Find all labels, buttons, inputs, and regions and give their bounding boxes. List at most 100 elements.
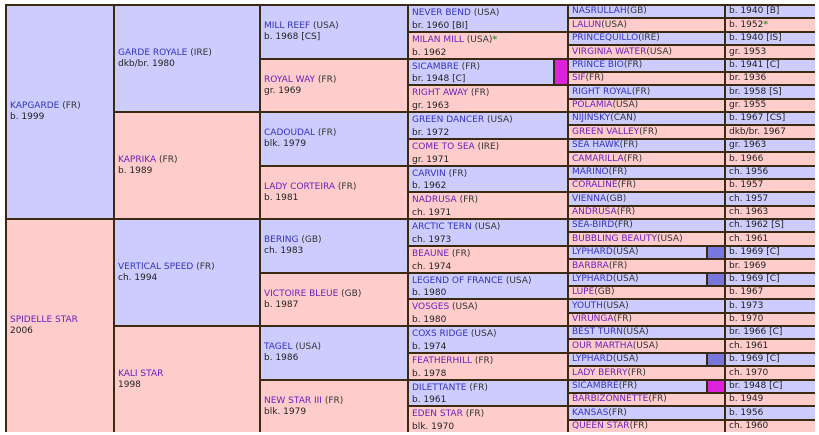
horse-info: blk. 1979: [264, 406, 307, 417]
horse-name-link[interactable]: ROYAL WAY: [264, 74, 316, 85]
horse-name-link[interactable]: MILAN MILL: [412, 35, 464, 45]
gen3-horse-cell: BERING (GB) ch. 1983: [261, 220, 407, 272]
country-code: (FR): [631, 86, 651, 97]
horse-name-link[interactable]: LYPHARD: [572, 247, 613, 257]
horse-name-link[interactable]: SIF: [572, 73, 586, 83]
horse-name-link[interactable]: CADOUDAL: [264, 128, 315, 138]
country-code: (FR): [623, 60, 643, 70]
horse-name-link[interactable]: BARBIZONNETTE: [572, 394, 649, 404]
gen5-horse-name-cell: VIENNA (GB): [569, 193, 724, 205]
horse-name-link[interactable]: ARCTIC TERN: [412, 222, 472, 232]
horse-name-link[interactable]: NEW STAR III: [264, 395, 322, 406]
horse-name-link[interactable]: KAPRIKA: [118, 154, 157, 165]
horse-name-link[interactable]: CARVIN: [412, 169, 446, 179]
horse-name-link[interactable]: GREEN DANCER: [412, 115, 485, 125]
horse-name-link[interactable]: VICTOIRE BLEUE: [264, 288, 339, 299]
horse-name-link[interactable]: LYPHARD: [572, 354, 613, 364]
inbreeding-color-marker: [708, 354, 724, 365]
horse-name-link[interactable]: BEST TURN: [572, 327, 624, 337]
horse-name-link[interactable]: EDEN STAR: [412, 409, 463, 419]
horse-name-link[interactable]: TAGEL: [264, 342, 293, 352]
country-code: (FR): [62, 101, 81, 111]
horse-info: b. 1941 [C]: [729, 60, 780, 70]
horse-name-link[interactable]: KANSAS: [572, 407, 609, 418]
horse-info: b. 1962: [412, 181, 447, 191]
horse-name-link[interactable]: GREEN VALLEY: [572, 126, 640, 137]
horse-name-link[interactable]: CAMARILLA: [572, 153, 624, 164]
horse-name-link[interactable]: DILETTANTE: [412, 383, 467, 393]
country-code: (FR): [617, 180, 636, 190]
horse-name-link[interactable]: COME TO SEA: [412, 142, 475, 152]
horse-name-link[interactable]: BARBRA: [572, 260, 609, 271]
horse-name-link[interactable]: OUR MARTHA: [572, 340, 633, 351]
gen4-horse-cell: EDEN STAR (FR) blk. 1970: [409, 407, 567, 432]
horse-name-link[interactable]: RIGHT AWAY: [412, 88, 469, 98]
horse-name-link[interactable]: LALUN: [572, 19, 602, 30]
horse-info: b. 1969 [C]: [729, 274, 780, 284]
horse-name-link[interactable]: COXS RIDGE: [412, 329, 469, 339]
horse-name-link[interactable]: NIJINSKY: [572, 113, 611, 123]
horse-name-link[interactable]: YOUTH: [572, 300, 603, 311]
horse-name-link[interactable]: GARDE ROYALE: [118, 47, 188, 58]
horse-name-link[interactable]: CORALINE: [572, 180, 618, 190]
horse-info: b. 1969 [C]: [729, 247, 780, 257]
gen3-horse-cell: LADY CORTEIRA (FR) b. 1981: [261, 167, 407, 218]
horse-info: blk. 1979: [264, 139, 307, 149]
horse-name-line: KAPRIKA (FR): [118, 155, 259, 166]
horse-name-link[interactable]: LADY CORTEIRA: [264, 181, 336, 192]
gen3-horse-cell: CADOUDAL (FR) blk. 1979: [261, 113, 407, 165]
horse-name-link[interactable]: KAPGARDE: [10, 101, 60, 111]
gen3-horse-cell: ROYAL WAY (FR) gr. 1969: [261, 60, 407, 111]
horse-name-link[interactable]: SPIDELLE STAR: [10, 315, 78, 325]
gen5-horse-info-cell: b. 1941 [C]: [726, 60, 815, 71]
horse-name-line: KALI STAR: [118, 369, 259, 380]
horse-name-link[interactable]: SEA-BIRD: [572, 220, 615, 230]
gen5-horse-name-cell: NASRULLAH (GB): [569, 6, 724, 17]
horse-name-link[interactable]: NADRUSA: [412, 195, 457, 205]
horse-name-link[interactable]: KALI STAR: [118, 368, 164, 379]
horse-name-link[interactable]: VERTICAL SPEED: [118, 261, 194, 272]
horse-name-link[interactable]: SICAMBRE: [412, 62, 459, 72]
horse-name-link[interactable]: ANDRUSA: [572, 207, 617, 217]
horse-name-link[interactable]: BEAUNE: [412, 249, 450, 259]
horse-name-link[interactable]: BERING: [264, 235, 299, 245]
horse-name-link[interactable]: LUPE: [572, 287, 595, 297]
horse-name-line: GREEN DANCER (USA): [412, 114, 567, 127]
horse-name-link[interactable]: PRINCE BIO: [572, 60, 624, 70]
horse-name-link[interactable]: SICAMBRE: [572, 381, 619, 391]
gen5-horse-info-cell: gr. 1963: [726, 140, 815, 151]
horse-name-link[interactable]: NEVER BEND: [412, 8, 471, 18]
horse-name-link[interactable]: VIENNA: [572, 193, 607, 204]
gen4-horse-cell: MILAN MILL (USA)* b. 1962: [409, 33, 567, 58]
horse-name-link[interactable]: VIRUNGA: [572, 314, 614, 324]
country-code: (USA): [612, 100, 639, 110]
horse-name-link[interactable]: LYPHARD: [572, 274, 613, 284]
horse-info: 2006: [10, 326, 33, 336]
horse-name-link[interactable]: NASRULLAH: [572, 6, 627, 16]
horse-name-link[interactable]: SEA HAWK: [572, 140, 620, 150]
horse-name-link[interactable]: VIRGINIA WATER: [572, 46, 647, 57]
horse-name-link[interactable]: RIGHT ROYAL: [572, 86, 632, 97]
horse-name-link[interactable]: MARINO: [572, 167, 609, 177]
country-code: (FR): [337, 181, 357, 192]
horse-name-link[interactable]: FEATHERHILL: [412, 356, 472, 366]
horse-name-link[interactable]: POLAMIA: [572, 100, 613, 110]
horse-name-link[interactable]: QUEEN STAR: [572, 421, 630, 431]
horse-info: gr. 1969: [264, 85, 302, 96]
horse-info: b. 1940 [B]: [729, 6, 780, 16]
gen5-horse-info-cell: ch. 1961: [726, 340, 815, 352]
horse-name-link[interactable]: LADY BERRY: [572, 367, 628, 378]
horse-name-line: DILETTANTE (FR): [412, 382, 567, 394]
horse-name-link[interactable]: LEGEND OF FRANCE: [412, 276, 503, 286]
horse-name-link[interactable]: BUBBLING BEAUTY: [572, 233, 657, 244]
horse-info: gr. 1971: [412, 154, 450, 165]
horse-name-link[interactable]: MILL REEF: [264, 21, 311, 31]
horse-info: ch. 1960: [729, 421, 769, 431]
horse-info: br. 1958 [S]: [729, 86, 782, 97]
horse-name-link[interactable]: PRINCEQUILLO: [572, 33, 639, 43]
horse-name-link[interactable]: VOSGES: [412, 302, 450, 312]
gen2-horse-cell: KALI STAR 1998: [115, 327, 259, 432]
horse-info: b. 1980: [412, 288, 447, 298]
horse-info: br. 1960 [BI]: [412, 20, 468, 31]
gen2-horse-cell: VERTICAL SPEED (FR) ch. 1994: [115, 220, 259, 325]
